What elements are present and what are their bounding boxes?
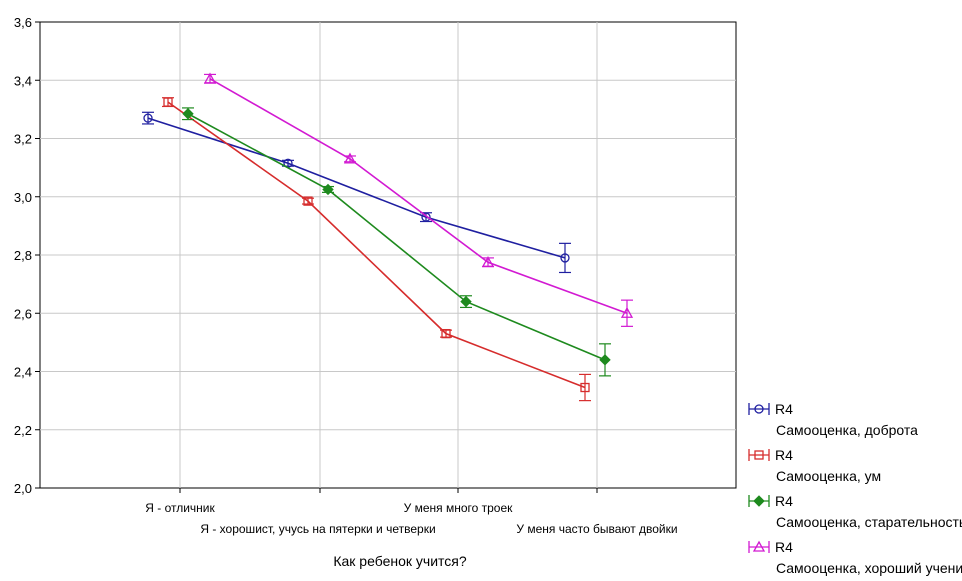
series-group [182, 107, 611, 377]
series-line [147, 117, 566, 259]
xlabel-layer: Как ребенок учится? [333, 553, 467, 569]
series-line [209, 78, 628, 315]
legend-series-label: Самооценка, старательность [776, 514, 962, 530]
y-tick-label: 3,4 [14, 73, 32, 88]
y-tick-label: 2,6 [14, 306, 32, 321]
series-group [162, 97, 591, 402]
y-tick-label: 2,2 [14, 423, 32, 438]
y-tick-label: 3,2 [14, 132, 32, 147]
y-tick-label: 3,6 [14, 15, 32, 30]
data-point-marker [203, 72, 217, 84]
data-point-marker [143, 113, 153, 123]
series-line [167, 101, 586, 389]
series-group [203, 72, 634, 327]
data-point-marker [182, 108, 194, 120]
data-point-marker [303, 196, 313, 206]
grid-layer [39, 21, 737, 489]
data-point-marker [560, 253, 570, 263]
data-point-marker [580, 382, 590, 393]
axis-layer: 2,0 2,2 2,4 2,6 2,8 3,0 3,2 3,4 3,6 Я - отличник Я… [14, 15, 678, 536]
data-point-marker [752, 540, 766, 552]
data-point-marker [441, 328, 451, 339]
data-point-marker [421, 212, 431, 222]
y-tick-label: 3,0 [14, 190, 32, 205]
legend-series-label: Самооценка, доброта [776, 422, 918, 438]
series-layer [142, 72, 634, 402]
x-tick-label: Я - хорошист, учусь на пятерки и четверк… [200, 522, 435, 536]
data-point-marker [460, 295, 472, 308]
y-tick-label: 2,8 [14, 248, 32, 263]
legend-item: R4 Самооценка, хороший ученик [748, 539, 962, 576]
data-point-marker [754, 450, 764, 460]
x-tick-label: У меня часто бывают двойки [516, 522, 677, 536]
data-point-marker [599, 354, 611, 366]
y-tick-label: 2,4 [14, 365, 32, 380]
legend-item: R4 Самооценка, старательность [748, 493, 962, 530]
x-axis-title: Как ребенок учится? [333, 553, 467, 569]
legend-item: R4 Самооценка, ум [748, 447, 881, 484]
x-tick-label: Я - отличник [145, 501, 215, 515]
legend-series-name: R4 [775, 539, 793, 555]
legend-series-name: R4 [775, 401, 793, 417]
series-line [187, 113, 606, 361]
data-point-marker [481, 255, 495, 267]
y-tick-label: 2,0 [14, 481, 32, 496]
legend-series-label: Самооценка, ум [776, 468, 881, 484]
data-point-marker [620, 306, 634, 318]
legend: R4 Самооценка, доброта R4 Самооценка, ум R4 С… [748, 401, 962, 576]
data-point-marker [754, 404, 764, 414]
data-point-marker [343, 152, 357, 164]
legend-series-name: R4 [775, 447, 793, 463]
x-tick-label: У меня много троек [404, 501, 514, 515]
data-point-marker [163, 97, 173, 107]
legend-series-name: R4 [775, 493, 793, 509]
legend-series-label: Самооценка, хороший ученик [776, 560, 962, 576]
legend-item: R4 Самооценка, доброта [748, 401, 918, 438]
data-point-marker [322, 183, 334, 196]
data-point-marker [753, 495, 765, 507]
